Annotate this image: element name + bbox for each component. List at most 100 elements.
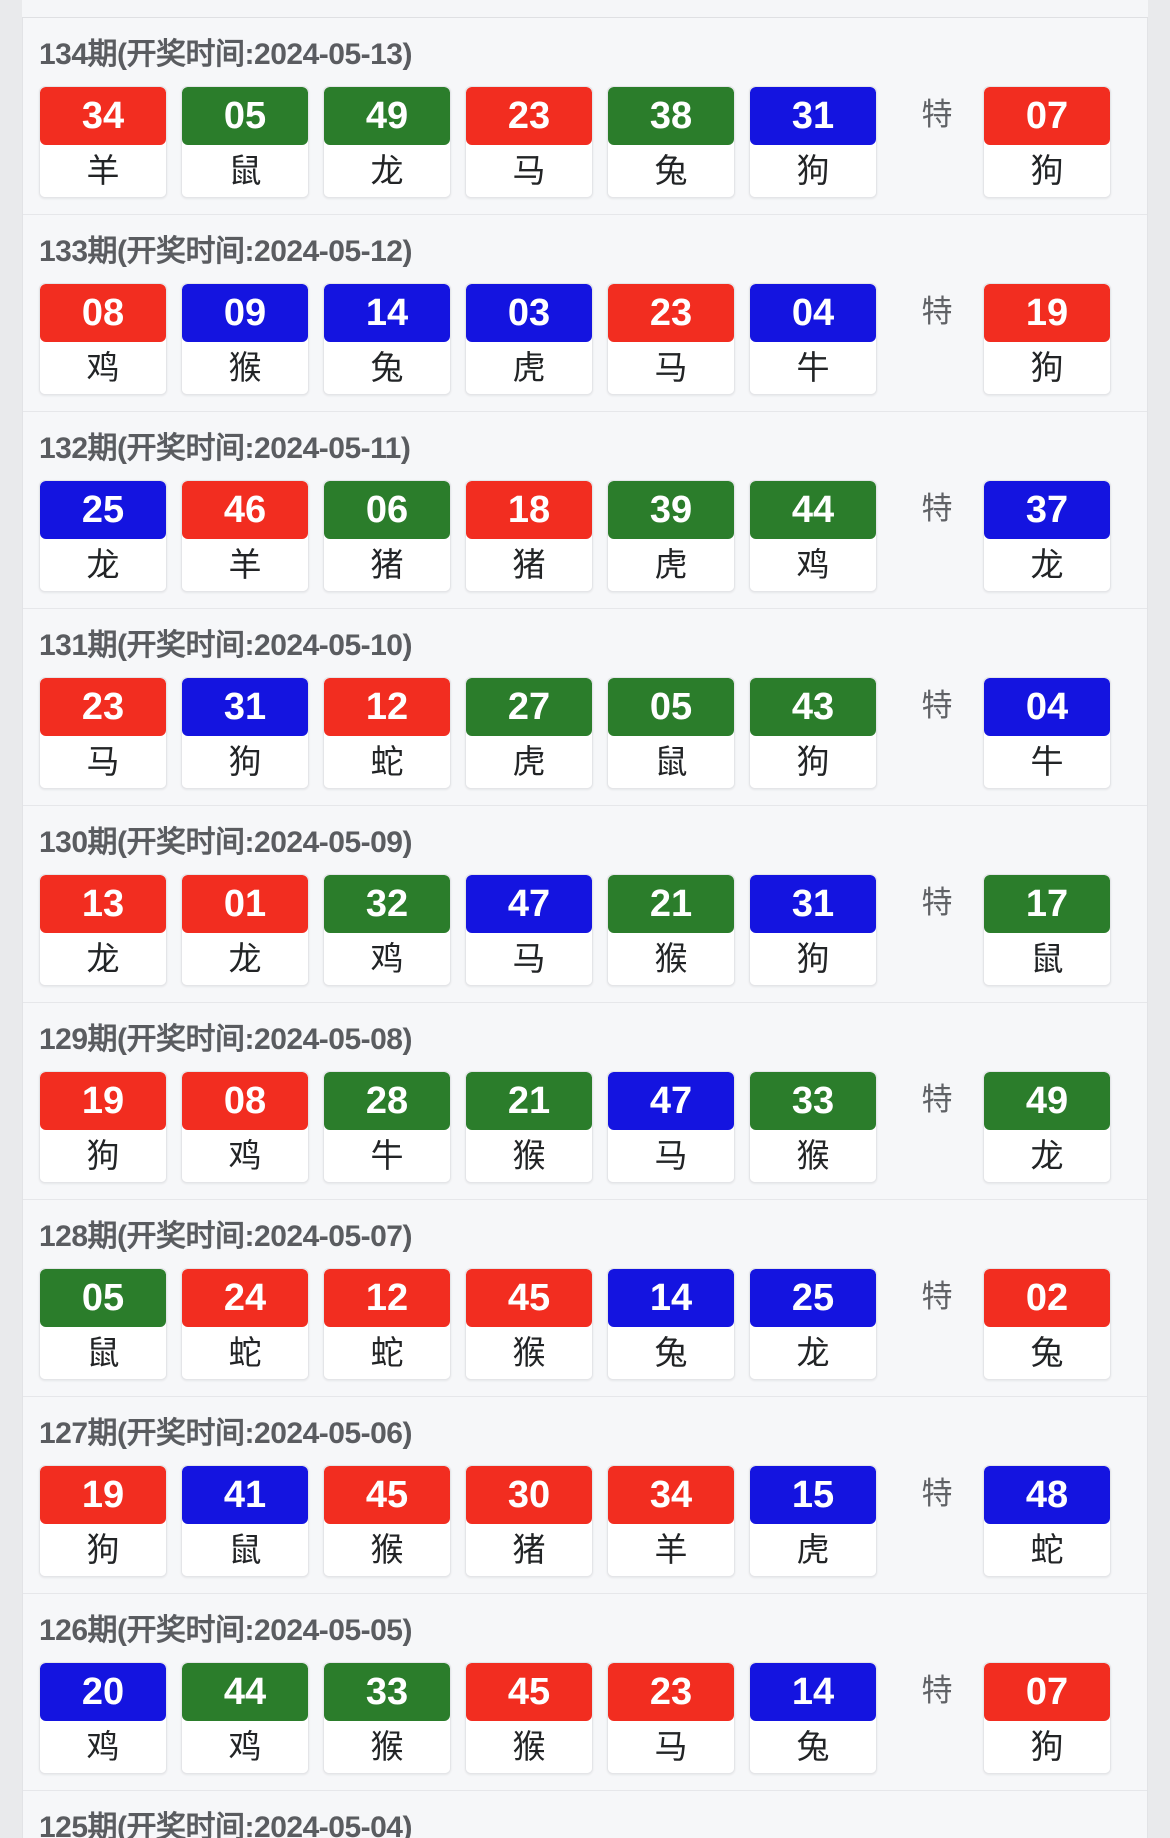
special-ball-label: 特 <box>921 1279 953 1315</box>
ball-zodiac: 鸡 <box>750 539 876 591</box>
ball-number: 49 <box>324 87 450 145</box>
ball-number: 05 <box>608 678 734 736</box>
ball-2[interactable]: 24 蛇 <box>181 1268 309 1380</box>
ball-3[interactable]: 32 鸡 <box>323 874 451 986</box>
ball-5[interactable]: 23 马 <box>607 283 735 395</box>
ball-3[interactable]: 06 猪 <box>323 480 451 592</box>
ball-3[interactable]: 12 蛇 <box>323 1268 451 1380</box>
ball-4[interactable]: 03 虎 <box>465 283 593 395</box>
ball-1[interactable]: 23 马 <box>39 677 167 789</box>
ball-3[interactable]: 12 蛇 <box>323 677 451 789</box>
ball-6[interactable]: 14 兔 <box>749 1662 877 1774</box>
draw-record[interactable]: 130期(开奖时间:2024-05-09) 13 龙 01 龙 32 鸡 47 马 21 猴 31 狗特… <box>23 806 1147 1003</box>
ball-2[interactable]: 44 鸡 <box>181 1662 309 1774</box>
ball-number: 04 <box>750 284 876 342</box>
ball-zodiac: 蛇 <box>324 1327 450 1379</box>
ball-5[interactable]: 47 马 <box>607 1071 735 1183</box>
ball-6[interactable]: 15 虎 <box>749 1465 877 1577</box>
special-ball[interactable]: 19 狗 <box>983 283 1111 395</box>
ball-4[interactable]: 21 猴 <box>465 1071 593 1183</box>
ball-5[interactable]: 05 鼠 <box>607 677 735 789</box>
ball-4[interactable]: 45 猴 <box>465 1268 593 1380</box>
ball-3[interactable]: 14 兔 <box>323 283 451 395</box>
ball-2[interactable]: 08 鸡 <box>181 1071 309 1183</box>
ball-number: 45 <box>466 1663 592 1721</box>
special-ball[interactable]: 17 鼠 <box>983 874 1111 986</box>
ball-1[interactable]: 20 鸡 <box>39 1662 167 1774</box>
ball-zodiac: 狗 <box>750 145 876 197</box>
ball-zodiac: 狗 <box>984 342 1110 394</box>
ball-5[interactable]: 34 羊 <box>607 1465 735 1577</box>
draw-record[interactable]: 128期(开奖时间:2024-05-07) 05 鼠 24 蛇 12 蛇 45 猴 14 兔 25 龙特… <box>23 1200 1147 1397</box>
ball-number: 12 <box>324 678 450 736</box>
ball-6[interactable]: 44 鸡 <box>749 480 877 592</box>
ball-4[interactable]: 23 马 <box>465 86 593 198</box>
ball-zodiac: 狗 <box>182 736 308 788</box>
ball-6[interactable]: 33 猴 <box>749 1071 877 1183</box>
ball-4[interactable]: 47 马 <box>465 874 593 986</box>
ball-1[interactable]: 13 龙 <box>39 874 167 986</box>
ball-zodiac: 牛 <box>324 1130 450 1182</box>
ball-number: 43 <box>750 678 876 736</box>
ball-4[interactable]: 18 猪 <box>465 480 593 592</box>
special-ball[interactable]: 48 蛇 <box>983 1465 1111 1577</box>
special-ball[interactable]: 37 龙 <box>983 480 1111 592</box>
ball-2[interactable]: 31 狗 <box>181 677 309 789</box>
ball-6[interactable]: 31 狗 <box>749 874 877 986</box>
ball-3[interactable]: 49 龙 <box>323 86 451 198</box>
ball-5[interactable]: 38 兔 <box>607 86 735 198</box>
ball-2[interactable]: 05 鼠 <box>181 86 309 198</box>
ball-5[interactable]: 21 猴 <box>607 874 735 986</box>
ball-1[interactable]: 05 鼠 <box>39 1268 167 1380</box>
ball-zodiac: 兔 <box>608 1327 734 1379</box>
ball-number: 01 <box>182 875 308 933</box>
draw-record[interactable]: 132期(开奖时间:2024-05-11) 25 龙 46 羊 06 猪 18 猪 39 虎 44 鸡特… <box>23 412 1147 609</box>
ball-5[interactable]: 23 马 <box>607 1662 735 1774</box>
ball-5[interactable]: 39 虎 <box>607 480 735 592</box>
draw-record[interactable]: 126期(开奖时间:2024-05-05) 20 鸡 44 鸡 33 猴 45 猴 23 马 14 兔特… <box>23 1594 1147 1791</box>
ball-number: 41 <box>182 1466 308 1524</box>
draw-record[interactable]: 134期(开奖时间:2024-05-13) 34 羊 05 鼠 49 龙 23 马 38 兔 31 狗特… <box>23 18 1147 215</box>
ball-2[interactable]: 46 羊 <box>181 480 309 592</box>
draw-title: 126期(开奖时间:2024-05-05) <box>39 1614 412 1647</box>
draw-record[interactable]: 125期(开奖时间:2024-05-04)特 <box>23 1791 1147 1838</box>
special-ball[interactable]: 07 狗 <box>983 1662 1111 1774</box>
ball-3[interactable]: 33 猴 <box>323 1662 451 1774</box>
ball-3[interactable]: 45 猴 <box>323 1465 451 1577</box>
ball-zodiac: 狗 <box>40 1524 166 1576</box>
ball-1[interactable]: 08 鸡 <box>39 283 167 395</box>
special-ball[interactable]: 07 狗 <box>983 86 1111 198</box>
ball-1[interactable]: 19 狗 <box>39 1465 167 1577</box>
ball-6[interactable]: 43 狗 <box>749 677 877 789</box>
ball-1[interactable]: 19 狗 <box>39 1071 167 1183</box>
ball-2[interactable]: 41 鼠 <box>181 1465 309 1577</box>
ball-2[interactable]: 09 猴 <box>181 283 309 395</box>
ball-zodiac: 马 <box>608 1130 734 1182</box>
ball-3[interactable]: 28 牛 <box>323 1071 451 1183</box>
ball-4[interactable]: 27 虎 <box>465 677 593 789</box>
ball-4[interactable]: 30 猪 <box>465 1465 593 1577</box>
draw-record[interactable]: 127期(开奖时间:2024-05-06) 19 狗 41 鼠 45 猴 30 猪 34 羊 15 虎特… <box>23 1397 1147 1594</box>
ball-number: 33 <box>324 1663 450 1721</box>
special-ball[interactable]: 49 龙 <box>983 1071 1111 1183</box>
draw-record[interactable]: 133期(开奖时间:2024-05-12) 08 鸡 09 猴 14 兔 03 虎 23 马 04 牛特… <box>23 215 1147 412</box>
ball-1[interactable]: 25 龙 <box>39 480 167 592</box>
special-ball[interactable]: 02 兔 <box>983 1268 1111 1380</box>
ball-6[interactable]: 31 狗 <box>749 86 877 198</box>
special-ball[interactable]: 04 牛 <box>983 677 1111 789</box>
ball-5[interactable]: 14 兔 <box>607 1268 735 1380</box>
ball-zodiac: 猴 <box>182 342 308 394</box>
ball-zodiac: 龙 <box>324 145 450 197</box>
draw-record[interactable]: 131期(开奖时间:2024-05-10) 23 马 31 狗 12 蛇 27 虎 05 鼠 43 狗特… <box>23 609 1147 806</box>
ball-1[interactable]: 34 羊 <box>39 86 167 198</box>
ball-6[interactable]: 25 龙 <box>749 1268 877 1380</box>
ball-zodiac: 兔 <box>324 342 450 394</box>
ball-6[interactable]: 04 牛 <box>749 283 877 395</box>
draw-list[interactable]: 134期(开奖时间:2024-05-13) 34 羊 05 鼠 49 龙 23 马 38 兔 31 狗特… <box>22 18 1148 1838</box>
draw-record[interactable]: 129期(开奖时间:2024-05-08) 19 狗 08 鸡 28 牛 21 猴 47 马 33 猴特… <box>23 1003 1147 1200</box>
ball-4[interactable]: 45 猴 <box>465 1662 593 1774</box>
ball-zodiac: 猴 <box>466 1721 592 1773</box>
ball-number: 32 <box>324 875 450 933</box>
special-ball-label: 特 <box>921 1673 953 1709</box>
ball-2[interactable]: 01 龙 <box>181 874 309 986</box>
